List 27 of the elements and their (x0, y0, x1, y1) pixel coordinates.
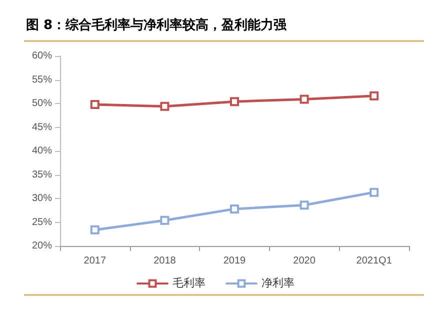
point (370, 91, 379, 100)
legend-label: 毛利率 (172, 276, 206, 290)
point (160, 216, 170, 225)
y-tick-label: 45% (32, 122, 52, 133)
x-tick-label: 2018 (154, 256, 176, 266)
y-tick-label: 55% (32, 74, 52, 86)
x-tick-label: 2017 (84, 256, 106, 266)
point (90, 100, 100, 109)
y-tick-label: 35% (32, 169, 52, 180)
point (230, 97, 239, 106)
y-tick-label: 40% (32, 146, 52, 156)
y-tick-label: 20% (32, 240, 52, 252)
legend-label: 净利率 (262, 276, 294, 290)
point (300, 200, 309, 210)
x-tick-label: 2019 (223, 256, 246, 266)
point (370, 188, 379, 197)
chart-title: 图 8：综合毛利率与净利率较高，盈利能力强 (26, 16, 287, 34)
y-tick-label: 30% (32, 193, 52, 204)
y-tick-label: 50% (32, 98, 52, 109)
point (300, 94, 309, 104)
x-tick-label: 2020 (293, 256, 316, 266)
point (230, 204, 239, 214)
x-tick-label: 2021Q1 (356, 256, 392, 266)
point (160, 102, 170, 111)
y-tick-label: 60% (32, 50, 52, 62)
y-tick-label: 25% (32, 216, 52, 228)
point (90, 225, 100, 234)
